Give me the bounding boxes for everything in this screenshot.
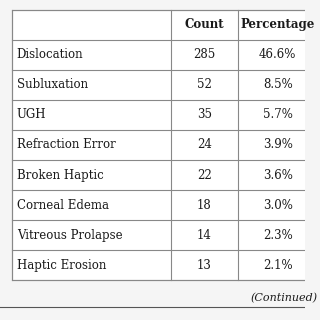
Text: 52: 52	[197, 78, 212, 91]
Text: 14: 14	[197, 229, 212, 242]
Text: 18: 18	[197, 199, 212, 212]
Text: Haptic Erosion: Haptic Erosion	[17, 259, 106, 272]
Text: 46.6%: 46.6%	[259, 48, 296, 61]
Text: 22: 22	[197, 169, 212, 181]
Text: Corneal Edema: Corneal Edema	[17, 199, 109, 212]
Text: 2.3%: 2.3%	[263, 229, 292, 242]
Text: Count: Count	[185, 18, 224, 31]
Text: 5.7%: 5.7%	[263, 108, 292, 121]
Text: Subluxation: Subluxation	[17, 78, 88, 91]
Text: Refraction Error: Refraction Error	[17, 139, 116, 151]
Text: 8.5%: 8.5%	[263, 78, 292, 91]
Text: 35: 35	[197, 108, 212, 121]
Text: 3.0%: 3.0%	[263, 199, 292, 212]
Text: 13: 13	[197, 259, 212, 272]
Text: 3.9%: 3.9%	[263, 139, 292, 151]
Text: (Continued): (Continued)	[250, 293, 317, 303]
Text: Dislocation: Dislocation	[17, 48, 84, 61]
Text: 3.6%: 3.6%	[263, 169, 292, 181]
Text: UGH: UGH	[17, 108, 46, 121]
Text: Broken Haptic: Broken Haptic	[17, 169, 104, 181]
Text: 285: 285	[193, 48, 216, 61]
Text: 2.1%: 2.1%	[263, 259, 292, 272]
Text: Vitreous Prolapse: Vitreous Prolapse	[17, 229, 123, 242]
Text: 24: 24	[197, 139, 212, 151]
Text: Percentage: Percentage	[241, 18, 315, 31]
